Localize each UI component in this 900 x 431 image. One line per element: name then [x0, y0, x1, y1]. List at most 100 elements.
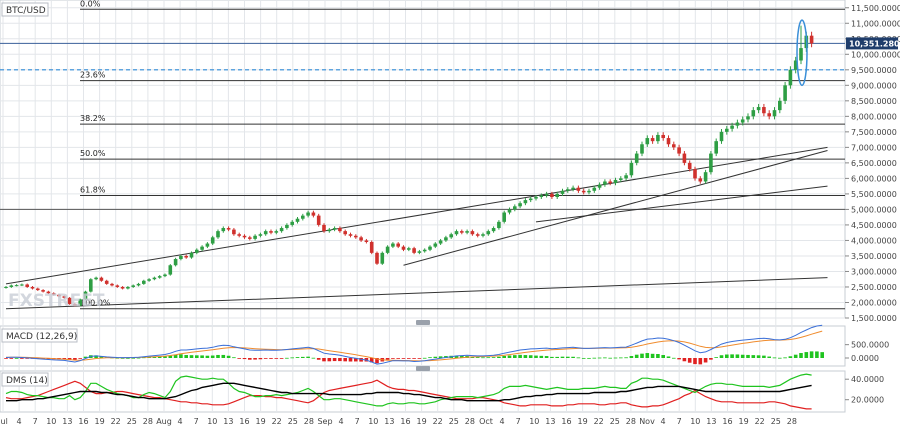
- x-tick-label: 28: [143, 417, 153, 426]
- macd-histogram-bar: [576, 357, 581, 359]
- macd-histogram-bar: [163, 356, 167, 358]
- macd-histogram-bar: [454, 355, 459, 358]
- candle-body: [735, 122, 740, 126]
- y-tick-label: 9,500.0000: [851, 66, 897, 75]
- candle-body: [640, 144, 644, 154]
- y-tick-label: 1,500.0000: [851, 314, 897, 323]
- macd-histogram-bar: [126, 357, 130, 359]
- macd-histogram-bar: [804, 352, 809, 358]
- macd-histogram-bar: [672, 357, 676, 359]
- candle-body: [147, 279, 151, 281]
- macd-histogram-bar: [417, 358, 422, 359]
- panel-label-dms: DMS (14): [1, 372, 49, 387]
- macd-histogram-bar: [475, 357, 480, 358]
- macd-histogram-bar: [619, 357, 623, 359]
- macd-histogram-bar: [369, 358, 374, 363]
- x-tick-label: 19: [417, 417, 427, 426]
- macd-histogram-bar: [205, 355, 210, 358]
- macd-histogram-bar: [719, 355, 724, 358]
- candle-body: [253, 235, 257, 239]
- candle-body: [571, 187, 575, 190]
- macd-signal-line: [5, 330, 823, 362]
- macd-histogram-bar: [422, 357, 427, 359]
- x-tick-label: 13: [223, 417, 233, 426]
- candle-body: [809, 35, 814, 44]
- watermark: FXSTREET: [8, 291, 105, 311]
- candle-body: [110, 283, 114, 286]
- macd-histogram-bar: [645, 353, 650, 358]
- candle-body: [375, 252, 379, 264]
- candle-body: [163, 274, 167, 277]
- macd-histogram-bar: [698, 358, 703, 365]
- candle-body: [46, 291, 51, 294]
- panel-label-macd: MACD (12,26,9): [1, 328, 78, 343]
- candle-body: [51, 293, 56, 295]
- macd-histogram-bar: [788, 356, 793, 358]
- x-tick-label: 4: [339, 417, 344, 426]
- macd-histogram-bar: [730, 354, 734, 358]
- candle-body: [475, 234, 480, 236]
- macd-histogram-bar: [624, 357, 628, 359]
- candle-body: [677, 147, 681, 154]
- dms-panel: [5, 373, 812, 410]
- macd-histogram-bar: [640, 353, 644, 358]
- candle-body: [608, 181, 612, 184]
- candle-body: [269, 231, 273, 233]
- candle-body: [301, 215, 305, 219]
- macd-resize-handle[interactable]: [416, 320, 430, 325]
- trend-line: [535, 185, 828, 223]
- candle-body: [189, 252, 194, 258]
- candle-body: [401, 246, 406, 250]
- x-tick-label: Jul: [0, 417, 8, 426]
- y-tick-label: 8,000.0000: [851, 112, 897, 121]
- macd-histogram-bar: [295, 357, 300, 358]
- x-tick-label: 4: [178, 417, 183, 426]
- x-tick-label: 13: [545, 417, 555, 426]
- candle-body: [417, 251, 422, 253]
- candle-body: [693, 169, 697, 179]
- candle-body: [152, 277, 157, 280]
- macd-panel-label: MACD (12,26,9): [6, 332, 77, 342]
- candle-body: [481, 234, 485, 236]
- macd-histogram-bar: [613, 357, 618, 359]
- candle-body: [226, 228, 231, 230]
- macd-histogram-bar: [316, 358, 321, 360]
- y-tick-label: 3,000.0000: [851, 267, 897, 276]
- macd-histogram-bar: [269, 358, 273, 359]
- candle-body: [730, 125, 734, 129]
- macd-histogram-bar: [481, 357, 485, 359]
- fib-level-label: 0.0%: [80, 0, 101, 8]
- candle-body: [316, 215, 321, 225]
- dms-resize-handle[interactable]: [416, 366, 430, 371]
- macd-histogram-bar: [306, 356, 310, 358]
- x-tick-label: 28: [304, 417, 314, 426]
- macd-histogram-bar: [131, 357, 135, 359]
- y-tick-label: 4,500.0000: [851, 221, 897, 230]
- candle-body: [645, 138, 650, 145]
- candle-body: [322, 224, 326, 232]
- macd-histogram-bar: [634, 354, 639, 358]
- x-tick-label: 4: [661, 417, 666, 426]
- candle-body: [560, 190, 565, 194]
- macd-histogram-bar: [189, 355, 194, 358]
- macd-histogram-bar: [534, 355, 538, 358]
- candle-body: [380, 252, 385, 264]
- candle-body: [41, 290, 45, 292]
- macd-histogram-bar: [603, 357, 607, 359]
- macd-histogram-bar: [184, 355, 188, 358]
- x-tick-label: 16: [239, 417, 249, 426]
- candle-body: [725, 128, 729, 132]
- macd-histogram-bar: [152, 356, 157, 358]
- candle-body: [369, 241, 374, 253]
- y-tick-label: 7,000.0000: [851, 143, 897, 152]
- x-tick-label: 13: [706, 417, 716, 426]
- candle-body: [518, 203, 522, 207]
- candle-body: [263, 231, 268, 235]
- candle-body: [73, 304, 77, 306]
- candle-body: [719, 131, 724, 142]
- candle-body: [9, 285, 14, 287]
- macd-histogram-bar: [772, 357, 777, 359]
- candle-body: [232, 229, 236, 235]
- candle-body: [168, 265, 173, 275]
